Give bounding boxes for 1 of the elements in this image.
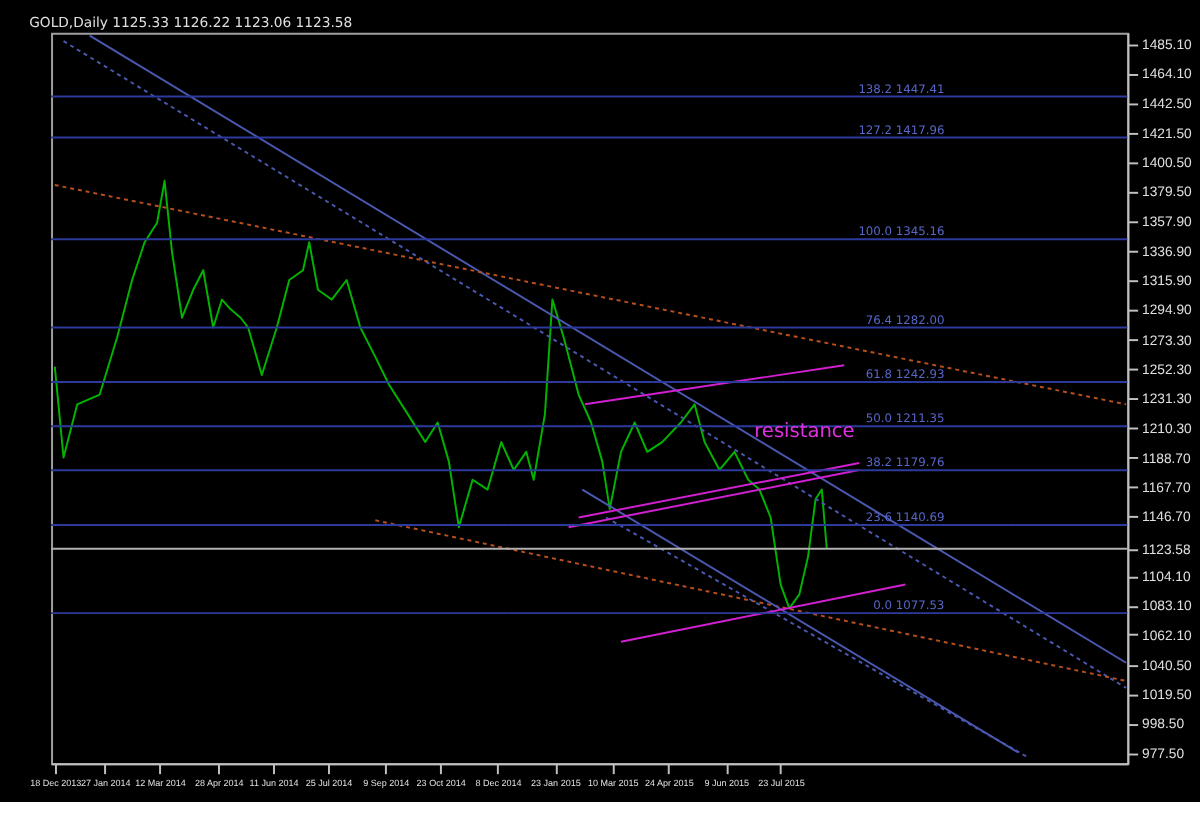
- annotation: resistance: [754, 420, 855, 443]
